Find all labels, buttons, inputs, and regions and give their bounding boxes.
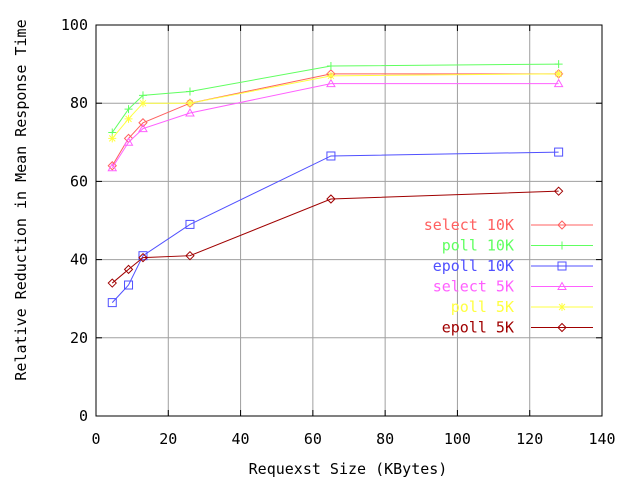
series-poll-10k	[108, 60, 563, 137]
data-point	[138, 252, 148, 263]
series-line	[111, 63, 559, 133]
data-point	[558, 303, 566, 311]
data-point	[124, 105, 133, 114]
data-point	[124, 280, 134, 290]
axis-ticks: 0 20 40 60 80 100 120 140 0 20 40 60 80 100	[61, 16, 616, 448]
data-point	[185, 107, 195, 117]
legend-entry: poll 10K	[442, 237, 593, 255]
x-tick-label: 0	[91, 430, 100, 448]
legend-label: select 5K	[433, 278, 514, 296]
data-point	[108, 134, 117, 143]
legend: select 10K poll 10K epoll 10K select 5K poll…	[424, 216, 593, 337]
data-point	[557, 322, 567, 333]
data-point	[554, 147, 564, 157]
data-point	[107, 278, 117, 288]
data-point	[123, 137, 134, 146]
series-line	[111, 83, 559, 168]
series-select-5k	[107, 78, 564, 172]
series-poll-5k	[108, 69, 563, 143]
x-tick-label: 40	[232, 430, 250, 448]
data-point	[326, 71, 335, 80]
x-tick-label: 140	[588, 430, 615, 448]
series-line	[111, 73, 559, 167]
data-point	[554, 69, 563, 78]
y-tick-label: 20	[70, 329, 88, 347]
data-point	[107, 162, 118, 172]
data-point	[557, 281, 567, 290]
grid-lines	[96, 25, 602, 416]
x-tick-label: 100	[444, 430, 471, 448]
data-point	[326, 62, 335, 71]
y-tick-label: 80	[70, 94, 88, 112]
data-point	[107, 298, 117, 308]
legend-label: epoll 10K	[433, 257, 514, 275]
data-point	[553, 78, 564, 88]
y-axis-label: Relative Reduction in Mean Response Time	[12, 19, 30, 380]
data-point	[138, 118, 148, 128]
plot-frame	[95, 24, 603, 417]
y-tick-label: 100	[61, 16, 88, 34]
data-point	[557, 261, 567, 271]
x-tick-label: 80	[376, 430, 394, 448]
data-point	[138, 123, 148, 133]
data-point	[326, 194, 336, 204]
data-point	[123, 264, 134, 275]
y-tick-label: 60	[70, 172, 88, 190]
legend-label: select 10K	[424, 216, 514, 234]
x-axis-label: Requexst Size (KBytes)	[249, 460, 448, 478]
data-point	[326, 151, 336, 161]
y-tick-label: 0	[79, 407, 88, 425]
data-point	[554, 60, 563, 69]
data-point	[138, 91, 147, 100]
legend-entry: epoll 10K	[433, 257, 593, 275]
legend-entry: epoll 5K	[442, 319, 593, 337]
series-line	[111, 151, 559, 303]
data-point	[557, 220, 567, 230]
series-epoll-10k	[107, 147, 564, 308]
legend-label: epoll 5K	[442, 319, 514, 337]
y-tick-label: 40	[70, 251, 88, 269]
data-point	[185, 87, 194, 96]
data-point	[185, 219, 195, 229]
data-point	[558, 241, 566, 250]
data-point	[326, 78, 336, 88]
series-epoll-5k	[107, 186, 564, 288]
x-tick-label: 60	[304, 430, 322, 448]
legend-label: poll 5K	[451, 298, 514, 316]
x-tick-label: 20	[159, 430, 177, 448]
series-select-10k	[107, 69, 564, 171]
legend-label: poll 10K	[442, 237, 514, 255]
legend-entry: select 10K	[424, 216, 593, 234]
data-point	[138, 251, 148, 261]
legend-entry: select 5K	[433, 278, 593, 296]
series-layer	[107, 60, 564, 308]
data-point	[185, 250, 195, 261]
data-point	[124, 114, 133, 123]
data-point	[185, 99, 194, 108]
data-point	[553, 186, 564, 196]
x-tick-label: 120	[516, 430, 543, 448]
series-line	[111, 190, 559, 284]
data-point	[138, 99, 147, 108]
legend-entry: poll 5K	[451, 298, 593, 316]
